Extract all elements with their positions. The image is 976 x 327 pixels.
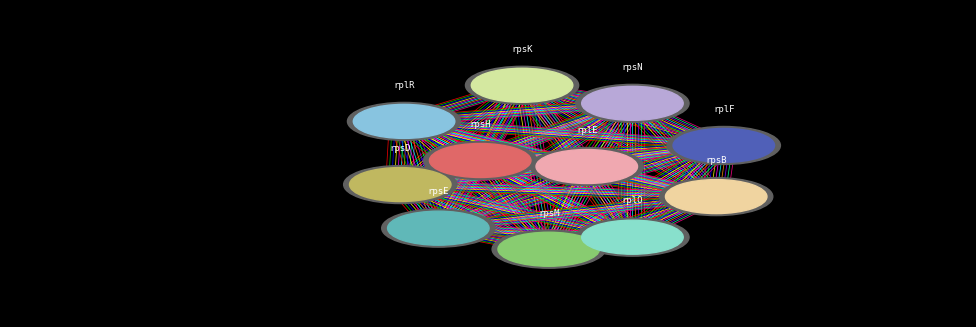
Circle shape [424, 142, 537, 180]
Circle shape [666, 180, 767, 214]
Circle shape [530, 147, 643, 185]
Circle shape [382, 209, 495, 247]
Circle shape [576, 218, 689, 256]
Text: rpsB: rpsB [706, 156, 727, 165]
Text: rplO: rplO [622, 197, 643, 205]
Text: rpsE: rpsE [427, 187, 449, 197]
Circle shape [471, 68, 573, 102]
Circle shape [387, 211, 489, 245]
Text: rplF: rplF [713, 105, 735, 114]
Circle shape [673, 129, 775, 163]
Circle shape [660, 178, 773, 215]
Circle shape [668, 127, 781, 164]
Circle shape [582, 86, 683, 120]
Circle shape [582, 220, 683, 254]
Text: rpsH: rpsH [469, 120, 491, 129]
Circle shape [349, 167, 451, 201]
Text: rpsD: rpsD [389, 144, 411, 153]
Text: rpsK: rpsK [511, 44, 533, 54]
Text: rpsN: rpsN [622, 62, 643, 72]
Circle shape [536, 149, 637, 183]
Text: rplE: rplE [576, 126, 597, 135]
Circle shape [498, 232, 599, 266]
Circle shape [466, 66, 579, 104]
Circle shape [353, 104, 455, 138]
Circle shape [429, 144, 531, 178]
Circle shape [344, 165, 457, 203]
Circle shape [492, 230, 605, 268]
Text: rpsM: rpsM [538, 209, 559, 217]
Text: rplR: rplR [393, 81, 415, 90]
Circle shape [576, 84, 689, 122]
Circle shape [347, 102, 461, 140]
